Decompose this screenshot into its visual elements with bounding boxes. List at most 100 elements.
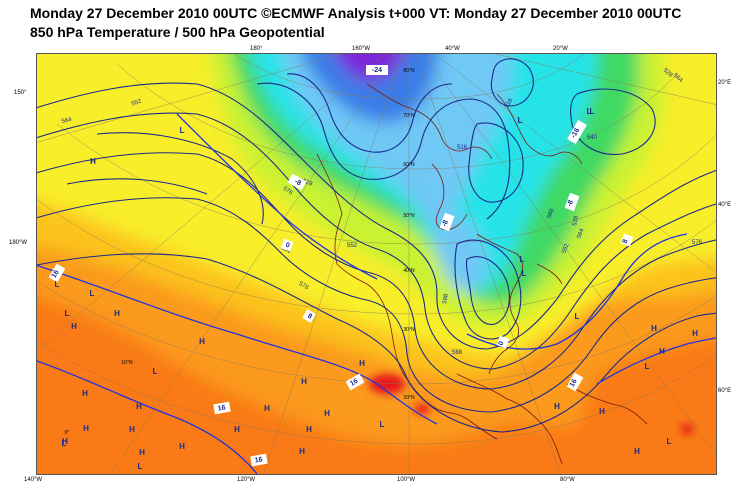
high-pressure-center: H: [359, 359, 365, 368]
coastlines: [316, 83, 648, 465]
geopotential-contour: [490, 58, 534, 107]
high-pressure-center: H: [83, 424, 89, 433]
high-pressure-center: H: [651, 324, 657, 333]
isotherm-label: 16: [51, 269, 61, 279]
contour-label: 516: [457, 145, 468, 151]
isotherm-label: 8: [622, 238, 630, 244]
contour-label: 588: [452, 350, 463, 356]
high-pressure-center: H: [139, 448, 145, 457]
contour-label: 552: [347, 243, 358, 249]
coord-label-bottom: 140°W: [24, 477, 43, 483]
high-pressure-center: H: [659, 347, 665, 356]
high-pressure-center: H: [199, 337, 205, 346]
contour-label: 576: [298, 281, 310, 292]
graticule: [37, 54, 716, 474]
isotherm-label-box: [250, 453, 268, 467]
high-pressure-center: H: [692, 329, 698, 338]
contour-label: 588: [442, 293, 450, 305]
coord-label-bottom: 120°W: [237, 477, 256, 483]
meridian-line: [263, 54, 403, 474]
red-hot-spot: [369, 374, 405, 394]
low-pressure-center: L: [90, 289, 95, 298]
isotherm: [176, 113, 378, 280]
low-pressure-center: L: [153, 367, 158, 376]
geopotential-contour: [570, 88, 656, 155]
high-pressure-center: H: [71, 322, 77, 331]
contour-label: 516: [504, 97, 515, 109]
low-pressure-center: L: [180, 126, 185, 135]
meridian-line: [110, 54, 396, 474]
coord-label-right: 40°E: [718, 202, 732, 208]
isotherm-label-box: [567, 119, 587, 145]
geopotential-contour: [96, 132, 264, 225]
latitude-label: 50°N: [403, 213, 415, 219]
chart-subtitle: 850 hPa Temperature / 500 hPa Geopotenti…: [30, 24, 325, 40]
latitude-label: 30°N: [403, 327, 415, 333]
hot-spots: [369, 374, 693, 434]
contour-label: 528: [572, 215, 580, 227]
meridian-line: [423, 54, 716, 456]
high-pressure-center: H: [136, 402, 142, 411]
high-pressure-center: H: [634, 447, 640, 456]
contour-label: 552: [131, 98, 143, 107]
isotherm-label-box: [287, 173, 307, 191]
isotherm-label-box: [366, 65, 388, 75]
high-pressure-center: H: [62, 437, 68, 446]
coord-label-left: 150°: [14, 90, 27, 96]
geopotential-contours: [37, 58, 716, 433]
isotherm-label-box: [439, 212, 455, 232]
deep-orange-east: [565, 338, 716, 474]
high-pressure-center: H: [306, 425, 312, 434]
coord-label-top: 160°W: [352, 46, 371, 52]
latitude-label: 0°: [65, 430, 70, 436]
latitude-line: [37, 281, 716, 385]
low-pressure-center: L: [520, 255, 525, 264]
isotherm-label: 0: [498, 340, 506, 346]
isotherm-label-box: [496, 335, 510, 349]
high-pressure-center: H: [82, 389, 88, 398]
latitude-label: 60°N: [403, 162, 415, 168]
high-pressure-center: H: [301, 377, 307, 386]
isotherm-label-box: [564, 192, 580, 212]
isotherm: [466, 233, 688, 350]
low-pressure-center: L: [55, 280, 60, 289]
isotherm: [37, 264, 438, 425]
latitude-line: [37, 199, 716, 315]
geopotential-contour: [468, 122, 524, 203]
latitude-label: 10°N: [121, 360, 133, 366]
latitude-label: 20°N: [403, 395, 415, 401]
meridian-line: [434, 54, 716, 273]
isotherm: [596, 337, 716, 385]
high-pressure-center: H: [114, 309, 120, 318]
map-labels: 80°N 70°N 60°N 50°N 40°N 30°N 20°N 10°N 0° 552 564…: [48, 65, 703, 471]
latitude-label: 40°N: [403, 268, 415, 274]
high-pressure-center: H: [264, 404, 270, 413]
high-pressure-center: H: [90, 157, 96, 166]
isotherm-label: -16: [570, 127, 581, 139]
newfoundland-coast: [536, 263, 563, 285]
high-pressure-center: H: [324, 409, 330, 418]
high-pressure-center: H: [599, 407, 605, 416]
high-pressure-center: H: [299, 447, 305, 456]
isotherm-label-box: [280, 238, 294, 252]
isotherm-label: 16: [217, 404, 226, 412]
latitude-line: [116, 63, 678, 170]
contour-label: 552: [562, 242, 571, 254]
geopotential-contour: [286, 73, 453, 153]
isotherm-label: 16: [349, 378, 359, 388]
isotherm-label-box: [345, 373, 365, 391]
contour-label: 528: [302, 179, 314, 188]
greenland-coast: [496, 93, 583, 165]
deep-orange-region: [37, 298, 716, 474]
coord-label-bottom: 80°W: [560, 477, 575, 483]
light-blue-trough: [432, 211, 488, 292]
isotherm: [37, 360, 258, 474]
isotherm-label: 16: [569, 378, 579, 388]
low-pressure-center: L: [62, 439, 67, 448]
geopotential-contour: [66, 178, 208, 195]
geopotential-contour: [37, 112, 716, 370]
high-pressure-center: H: [179, 442, 185, 451]
coord-label-right: 20°E: [718, 80, 732, 86]
map-canvas: 80°N 70°N 60°N 50°N 40°N 30°N 20°N 10°N 0° 552 564…: [37, 54, 716, 474]
contour-label: 540: [587, 135, 598, 141]
